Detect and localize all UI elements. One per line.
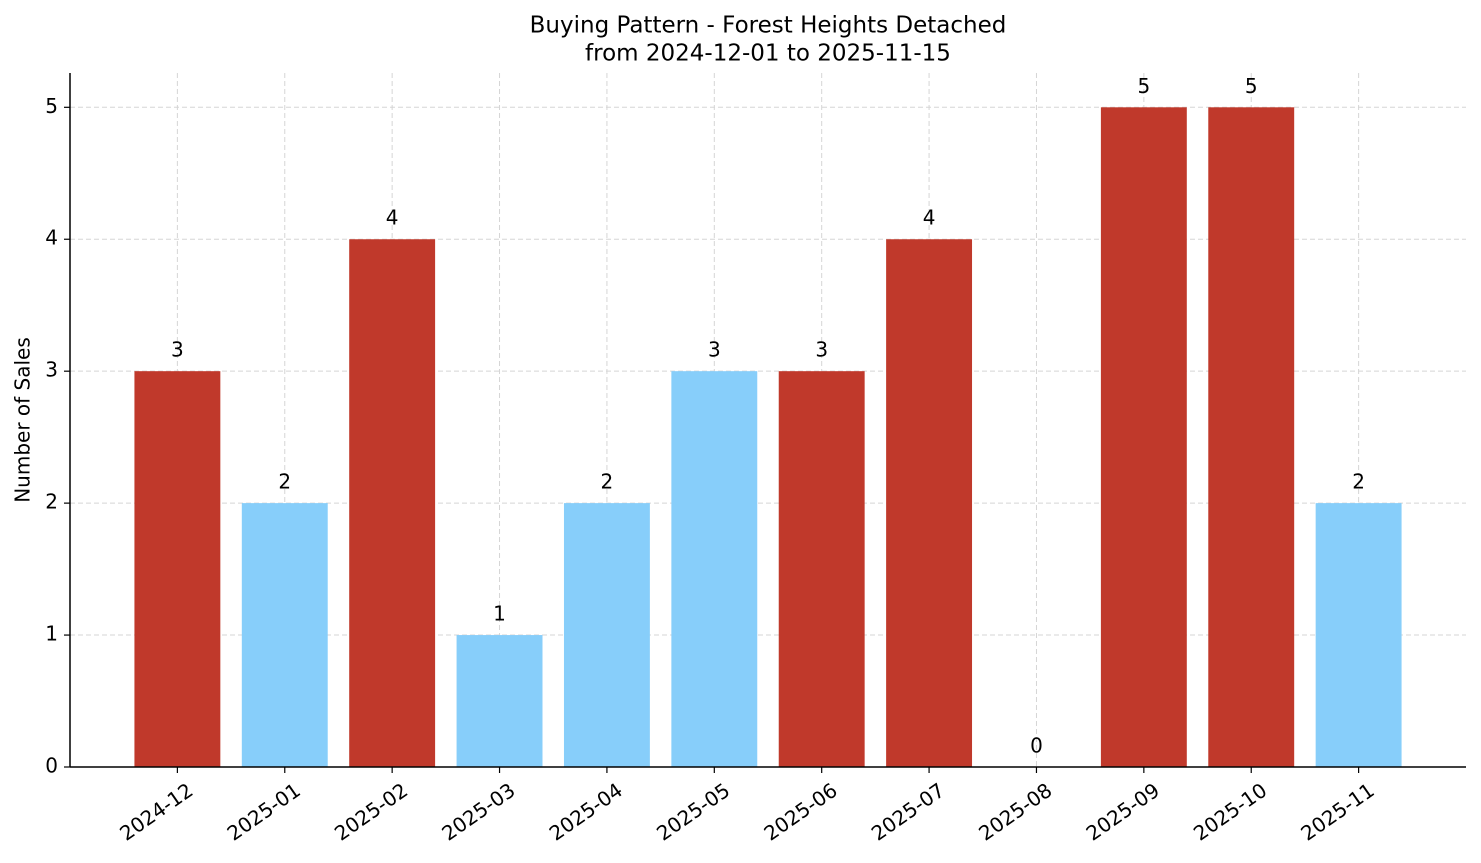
chart-subtitle: from 2024-12-01 to 2025-11-15 bbox=[585, 41, 951, 67]
x-tick-label: 2025-06 bbox=[759, 778, 841, 846]
x-tick-label: 2025-05 bbox=[652, 778, 734, 846]
value-label: 3 bbox=[815, 338, 828, 362]
x-tick-label: 2025-11 bbox=[1296, 778, 1378, 846]
x-tick-label: 2025-04 bbox=[545, 778, 627, 846]
value-label: 5 bbox=[1137, 74, 1150, 98]
y-tick-label: 2 bbox=[45, 490, 58, 514]
y-tick-label: 3 bbox=[45, 358, 58, 382]
value-label: 0 bbox=[1030, 734, 1043, 758]
bar bbox=[456, 635, 543, 767]
value-label: 2 bbox=[1352, 470, 1365, 494]
bar bbox=[886, 239, 973, 767]
y-tick-label: 1 bbox=[45, 622, 58, 646]
bar bbox=[778, 371, 865, 767]
value-label: 2 bbox=[278, 470, 291, 494]
bar bbox=[563, 503, 650, 767]
x-tick-label: 2025-02 bbox=[330, 778, 412, 846]
bar bbox=[1208, 107, 1295, 767]
value-label: 4 bbox=[923, 206, 936, 230]
chart-title: Buying Pattern - Forest Heights Detached bbox=[530, 13, 1007, 39]
x-tick-label: 2025-08 bbox=[974, 778, 1056, 846]
x-tick-label: 2025-09 bbox=[1082, 778, 1164, 846]
y-tick-label: 5 bbox=[45, 94, 58, 118]
bar bbox=[671, 371, 758, 767]
value-label: 4 bbox=[386, 206, 399, 230]
bar bbox=[241, 503, 328, 767]
y-axis-label: Number of Sales bbox=[11, 337, 35, 503]
y-tick-label: 4 bbox=[45, 226, 58, 250]
value-label: 2 bbox=[601, 470, 614, 494]
bar bbox=[349, 239, 436, 767]
bar bbox=[1315, 503, 1402, 767]
x-tick-label: 2025-03 bbox=[437, 778, 519, 846]
y-tick-label: 0 bbox=[45, 754, 58, 778]
value-label: 5 bbox=[1245, 74, 1258, 98]
x-tick-label: 2024-12 bbox=[115, 778, 197, 846]
value-label: 3 bbox=[171, 338, 184, 362]
bar bbox=[1100, 107, 1187, 767]
x-tick-label: 2025-10 bbox=[1189, 778, 1271, 846]
value-label: 3 bbox=[708, 338, 721, 362]
bar bbox=[134, 371, 221, 767]
x-tick-label: 2025-07 bbox=[867, 778, 949, 846]
value-label: 1 bbox=[493, 602, 506, 626]
x-tick-label: 2025-01 bbox=[223, 778, 305, 846]
